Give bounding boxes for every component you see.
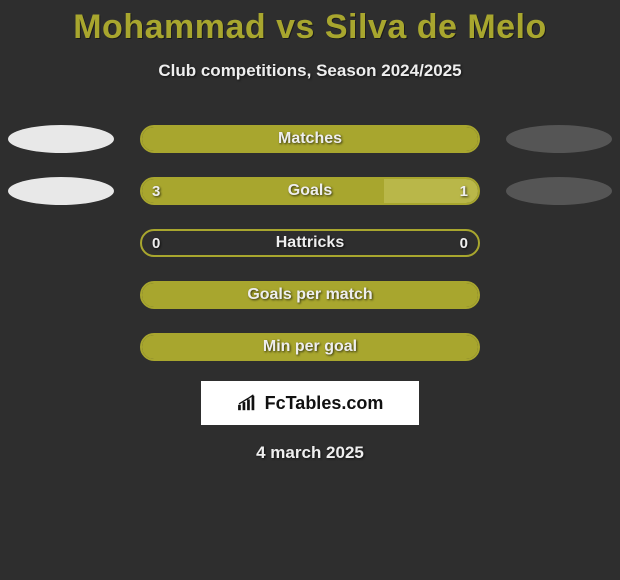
bar-fill-left: [142, 335, 478, 359]
stat-row: Matches: [0, 125, 620, 153]
brand-chart-icon: [237, 394, 259, 412]
stat-label: Hattricks: [142, 231, 478, 255]
brand-box: FcTables.com: [201, 381, 419, 425]
bar-fill-left: [142, 127, 478, 151]
player2-pill: [506, 177, 612, 205]
stat-value-right: 0: [460, 231, 468, 255]
player1-pill: [8, 177, 114, 205]
date-text: 4 march 2025: [0, 443, 620, 463]
stat-row: Goals per match: [0, 281, 620, 309]
page-subtitle: Club competitions, Season 2024/2025: [0, 61, 620, 81]
player2-pill: [506, 125, 612, 153]
stat-bar: 31Goals: [140, 177, 480, 205]
stat-value-left: 3: [152, 179, 160, 203]
page-title: Mohammad vs Silva de Melo: [0, 0, 620, 47]
stat-bar: Goals per match: [140, 281, 480, 309]
stat-row: 31Goals: [0, 177, 620, 205]
player1-pill: [8, 125, 114, 153]
stat-value-left: 0: [152, 231, 160, 255]
stat-bar: Min per goal: [140, 333, 480, 361]
stat-rows: Matches31Goals00HattricksGoals per match…: [0, 125, 620, 361]
bar-fill-left: [142, 179, 384, 203]
stat-row: 0 0Hattricks: [0, 229, 620, 257]
stat-bar: Matches: [140, 125, 480, 153]
bar-fill-left: [142, 283, 478, 307]
stat-bar: 0 0Hattricks: [140, 229, 480, 257]
stat-value-right: 1: [460, 179, 468, 203]
stat-row: Min per goal: [0, 333, 620, 361]
brand-text: FcTables.com: [265, 393, 384, 414]
